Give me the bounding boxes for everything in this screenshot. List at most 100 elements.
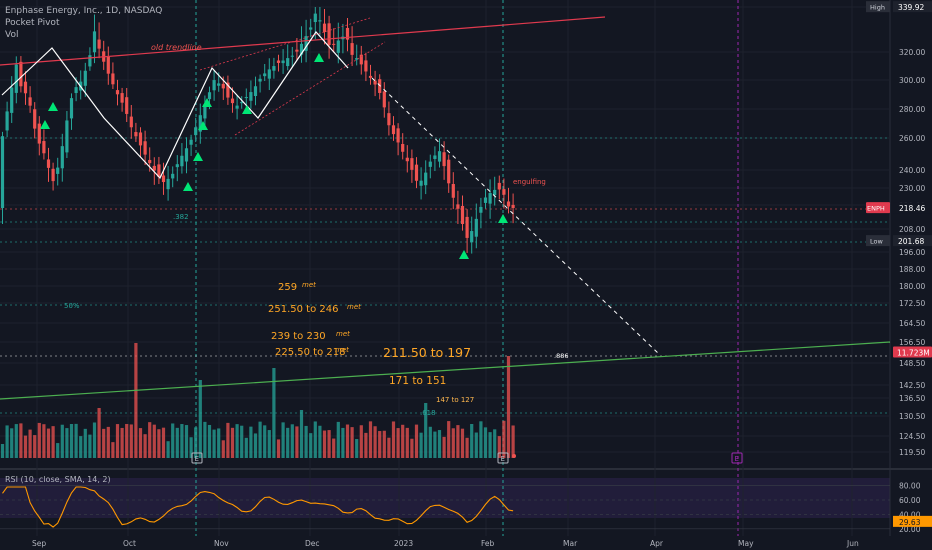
volume-bar: [447, 421, 451, 458]
earnings-marker: [497, 452, 509, 464]
candle-body: [115, 90, 120, 95]
volume-bar: [33, 435, 37, 458]
candle-body: [138, 132, 143, 146]
volume-bar: [428, 426, 432, 458]
last-volume-dot: [512, 454, 516, 458]
candle-body: [92, 31, 97, 53]
pocket-pivot-marker: [242, 105, 252, 114]
engulfing-label: engulfing: [513, 178, 546, 186]
y-tick-label: 180.00: [899, 282, 925, 291]
candle-body: [359, 54, 363, 65]
candle-body: [65, 120, 69, 153]
target-text: 259: [278, 282, 297, 293]
y-tick-label: 156.50: [899, 338, 925, 347]
candle-body: [460, 205, 465, 224]
volume-bar: [203, 421, 207, 458]
y-tick-label: 119.50: [899, 448, 925, 457]
candle-body: [175, 164, 179, 168]
volume-bar: [194, 427, 198, 458]
volume-bar: [267, 430, 271, 458]
volume-bar: [488, 432, 492, 458]
candle-body: [10, 87, 14, 113]
candle-body: [405, 157, 409, 162]
candle-body: [42, 141, 46, 154]
candle-body: [332, 43, 336, 45]
candle-body: [465, 216, 469, 238]
volume-bar: [313, 421, 317, 458]
volume-bar: [166, 441, 170, 458]
x-tick-label: 2023: [394, 539, 413, 548]
volume-bar: [276, 439, 281, 458]
volume-bar: [295, 426, 299, 458]
candle-body: [171, 173, 175, 179]
candle-body: [69, 98, 74, 119]
y-tick-label: 148.50: [899, 359, 925, 368]
last-price-symbol: ENPH: [867, 205, 885, 213]
candle-body: [226, 82, 230, 98]
high-value-tag: [893, 1, 932, 13]
volume-bar: [74, 423, 78, 458]
y-tick-label: 124.50: [899, 432, 925, 441]
volume-bar: [433, 431, 437, 458]
volume-bar: [382, 430, 386, 458]
pocket-pivot-marker: [459, 250, 469, 259]
candle-body: [276, 60, 281, 63]
volume-bar: [442, 436, 446, 458]
candle-body: [373, 80, 377, 85]
x-tick-label: Apr: [650, 539, 664, 548]
candle-body: [249, 92, 253, 101]
volume-bar: [299, 410, 304, 458]
candle-body: [74, 87, 78, 94]
candle-body: [387, 113, 391, 126]
high-value: 339.92: [898, 3, 924, 12]
low-value-tag: [893, 235, 932, 247]
volume-bar: [483, 427, 488, 458]
candle-body: [391, 125, 396, 135]
candle-body: [424, 172, 428, 186]
high-label: High: [870, 4, 885, 12]
volume-bar: [332, 438, 336, 458]
candle-body: [88, 55, 92, 67]
candle-body: [345, 27, 350, 40]
candle-body: [318, 20, 322, 22]
rsi-tick-label: 40.00: [899, 510, 921, 519]
volume-legend[interactable]: Vol: [5, 30, 19, 40]
volume-bar: [373, 426, 377, 458]
y-tick-label: 280.00: [899, 105, 925, 114]
candle-body: [51, 168, 55, 182]
y-tick-label: 196.00: [899, 248, 925, 257]
y-tick-label: 164.50: [899, 319, 925, 328]
old-trendline: [0, 16, 606, 66]
rsi-tick-label: 80.00: [899, 482, 921, 491]
volume-bar: [263, 425, 267, 458]
volume-bar: [184, 425, 189, 458]
candle-body: [198, 115, 202, 132]
symbol-title[interactable]: Enphase Energy, Inc., 1D, NASDAQ: [5, 6, 163, 16]
volume-bar: [221, 440, 225, 458]
candle-body: [23, 81, 28, 94]
candle-body: [161, 175, 166, 183]
candle-body: [470, 231, 474, 243]
candle-body: [414, 164, 419, 181]
candle-body: [511, 204, 515, 208]
candle-body: [166, 178, 170, 190]
y-tick-label: 300.00: [899, 76, 925, 85]
volume-bar: [60, 424, 64, 458]
volume-bar: [28, 429, 32, 458]
volume-bar: [364, 432, 368, 458]
volume-bar: [23, 435, 28, 458]
pocket-pivot-legend[interactable]: Pocket Pivot: [5, 18, 60, 28]
volume-bar: [451, 428, 455, 458]
candle-body: [207, 92, 212, 100]
fib-50-label: 50%: [64, 302, 80, 310]
rsi-value: 29.63: [899, 518, 921, 527]
x-axis-bg: [0, 536, 932, 550]
volume-bar: [111, 442, 115, 458]
volume-bar: [0, 444, 5, 458]
candle-body: [488, 193, 492, 204]
volume-bar: [391, 421, 396, 458]
candle-body: [322, 23, 327, 33]
y-tick-label: 260.00: [899, 134, 925, 143]
